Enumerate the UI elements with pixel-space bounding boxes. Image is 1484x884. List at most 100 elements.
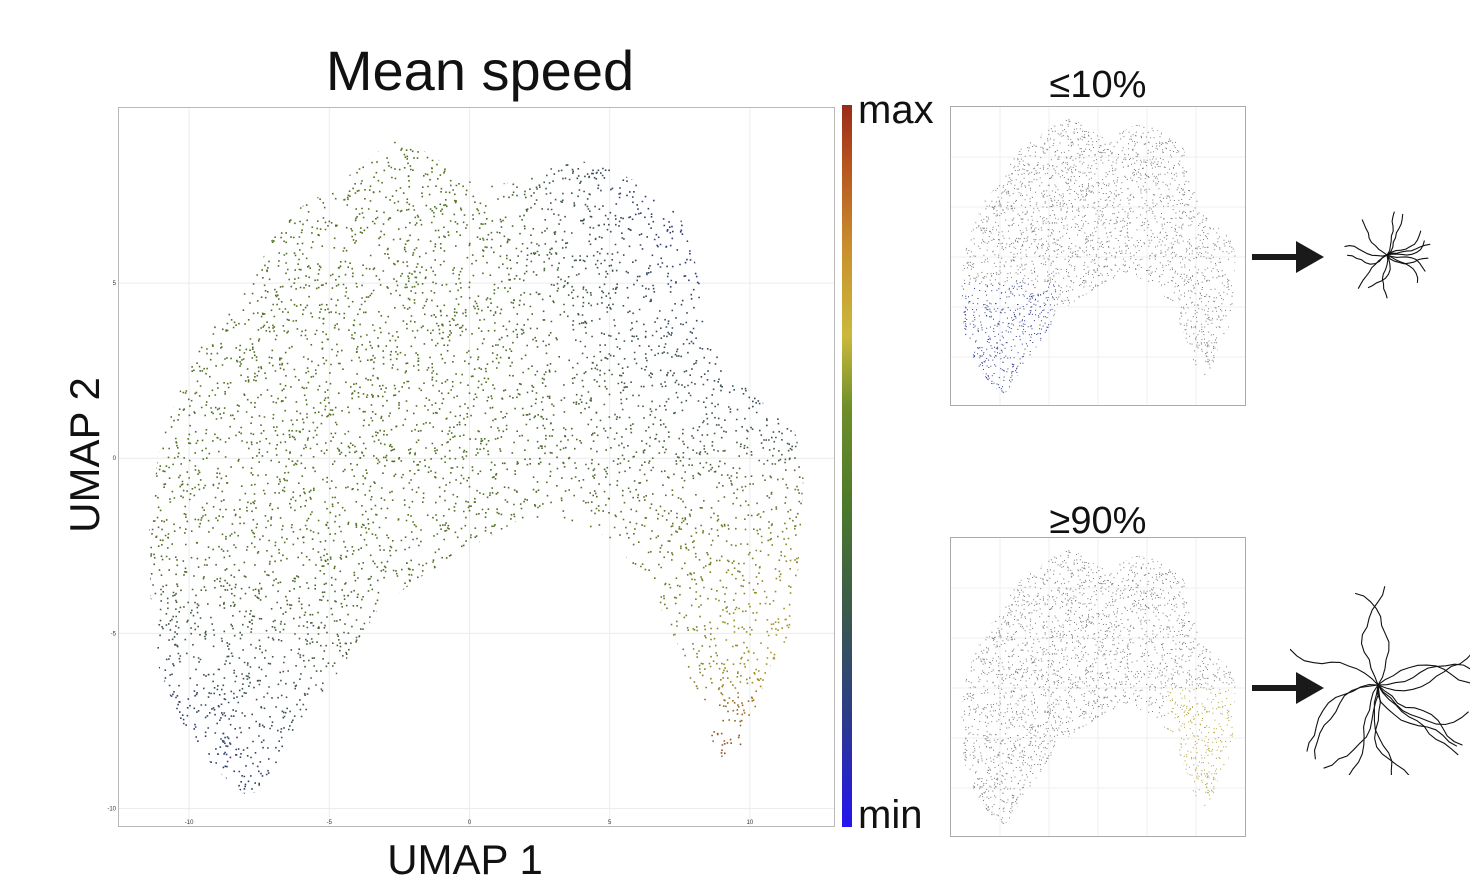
data-point-group bbox=[803, 528, 804, 531]
data-point-group bbox=[224, 149, 758, 750]
data-point-group bbox=[734, 720, 736, 722]
color-scale-bar bbox=[842, 105, 852, 827]
data-point-group bbox=[150, 141, 731, 796]
data-point-group bbox=[803, 514, 804, 516]
data-point-group bbox=[696, 593, 726, 658]
data-point-group bbox=[650, 546, 695, 796]
data-point-group bbox=[806, 682, 810, 684]
data-point-group bbox=[722, 719, 724, 722]
trajectory-path bbox=[1386, 230, 1422, 256]
data-point-group bbox=[792, 634, 794, 636]
data-point-group bbox=[783, 742, 786, 744]
data-point-group bbox=[739, 743, 742, 746]
data-point-group bbox=[727, 677, 729, 679]
data-point-group bbox=[732, 467, 735, 469]
data-point-group bbox=[727, 702, 729, 704]
data-point-group bbox=[721, 749, 723, 752]
data-point-group bbox=[732, 684, 734, 686]
data-point-group bbox=[750, 514, 753, 517]
data-point-group bbox=[700, 551, 782, 665]
data-point-group bbox=[720, 752, 726, 755]
data-point-group bbox=[663, 510, 666, 512]
data-point-group bbox=[637, 494, 640, 496]
data-point-group bbox=[682, 715, 684, 717]
data-point-group bbox=[724, 462, 726, 465]
data-point-group bbox=[665, 519, 668, 521]
trajectory-path bbox=[1323, 684, 1379, 769]
data-point-group bbox=[636, 655, 639, 700]
data-point-group bbox=[680, 707, 682, 709]
data-point-group bbox=[787, 449, 790, 452]
data-point-group bbox=[182, 142, 727, 767]
data-point-group bbox=[749, 483, 754, 485]
data-point-group bbox=[664, 163, 667, 165]
data-point-group bbox=[723, 575, 781, 669]
data-point-group bbox=[789, 517, 791, 520]
data-point-group bbox=[809, 708, 811, 710]
data-point-group bbox=[760, 442, 763, 444]
data-point-group bbox=[757, 532, 759, 535]
high-speed-scatter-svg bbox=[951, 538, 1245, 836]
data-point-group bbox=[688, 717, 691, 720]
data-point-group bbox=[648, 460, 651, 462]
data-point-group bbox=[675, 460, 682, 462]
data-point-group bbox=[614, 556, 628, 771]
data-point-group bbox=[149, 153, 715, 794]
data-point-group bbox=[681, 757, 804, 796]
data-point-group bbox=[635, 184, 711, 300]
data-point-group bbox=[676, 516, 678, 519]
data-point-group bbox=[715, 568, 800, 665]
trajectory-path bbox=[1386, 214, 1404, 256]
data-point-group bbox=[367, 153, 570, 630]
data-point-group bbox=[779, 458, 782, 461]
trajectory-path bbox=[1290, 648, 1379, 686]
data-point-group bbox=[149, 141, 797, 787]
data-point-group bbox=[743, 596, 804, 644]
x-tick-label: 10 bbox=[747, 820, 754, 826]
data-point-group bbox=[674, 616, 686, 770]
data-point-group bbox=[766, 753, 788, 755]
data-point-group bbox=[702, 466, 705, 469]
data-point-group bbox=[772, 454, 774, 457]
data-point-group bbox=[710, 516, 712, 519]
data-point-group bbox=[759, 685, 762, 688]
data-point-group bbox=[735, 517, 737, 519]
data-point-group bbox=[695, 494, 697, 496]
data-point-group bbox=[200, 188, 795, 788]
data-point-group bbox=[793, 698, 796, 701]
data-point-group bbox=[770, 491, 773, 494]
data-point-group bbox=[699, 671, 701, 674]
data-point-group bbox=[662, 446, 664, 448]
data-point-group bbox=[735, 543, 787, 580]
x-tick-label: -10 bbox=[185, 820, 194, 826]
data-point-group bbox=[806, 466, 808, 468]
data-point-group bbox=[211, 154, 704, 796]
data-point-group bbox=[635, 488, 637, 491]
data-point-group bbox=[600, 534, 603, 537]
data-point-group bbox=[727, 524, 729, 527]
data-point-group bbox=[766, 618, 804, 633]
data-point-group bbox=[746, 682, 749, 685]
data-point-group bbox=[712, 740, 714, 743]
data-point-group bbox=[150, 149, 705, 762]
data-point-group bbox=[741, 702, 743, 704]
data-point-group bbox=[782, 687, 785, 690]
data-point-group bbox=[149, 239, 592, 769]
data-point-group bbox=[607, 497, 610, 500]
data-point-group bbox=[616, 484, 618, 487]
data-point-group bbox=[625, 526, 627, 529]
trajectory-path bbox=[1377, 654, 1470, 692]
data-point-group bbox=[712, 568, 777, 662]
data-point-group bbox=[160, 146, 633, 794]
data-point-group bbox=[616, 462, 622, 465]
data-point-group bbox=[777, 307, 798, 323]
data-point-group bbox=[661, 515, 664, 517]
trajectory-path bbox=[1381, 254, 1389, 299]
data-point-group bbox=[720, 679, 722, 681]
data-point-group bbox=[613, 526, 616, 529]
data-point-group bbox=[684, 506, 687, 509]
high-speed-panel bbox=[950, 537, 1246, 837]
data-point-group bbox=[759, 723, 761, 726]
data-point-group bbox=[784, 461, 786, 464]
data-point-group bbox=[778, 559, 781, 561]
